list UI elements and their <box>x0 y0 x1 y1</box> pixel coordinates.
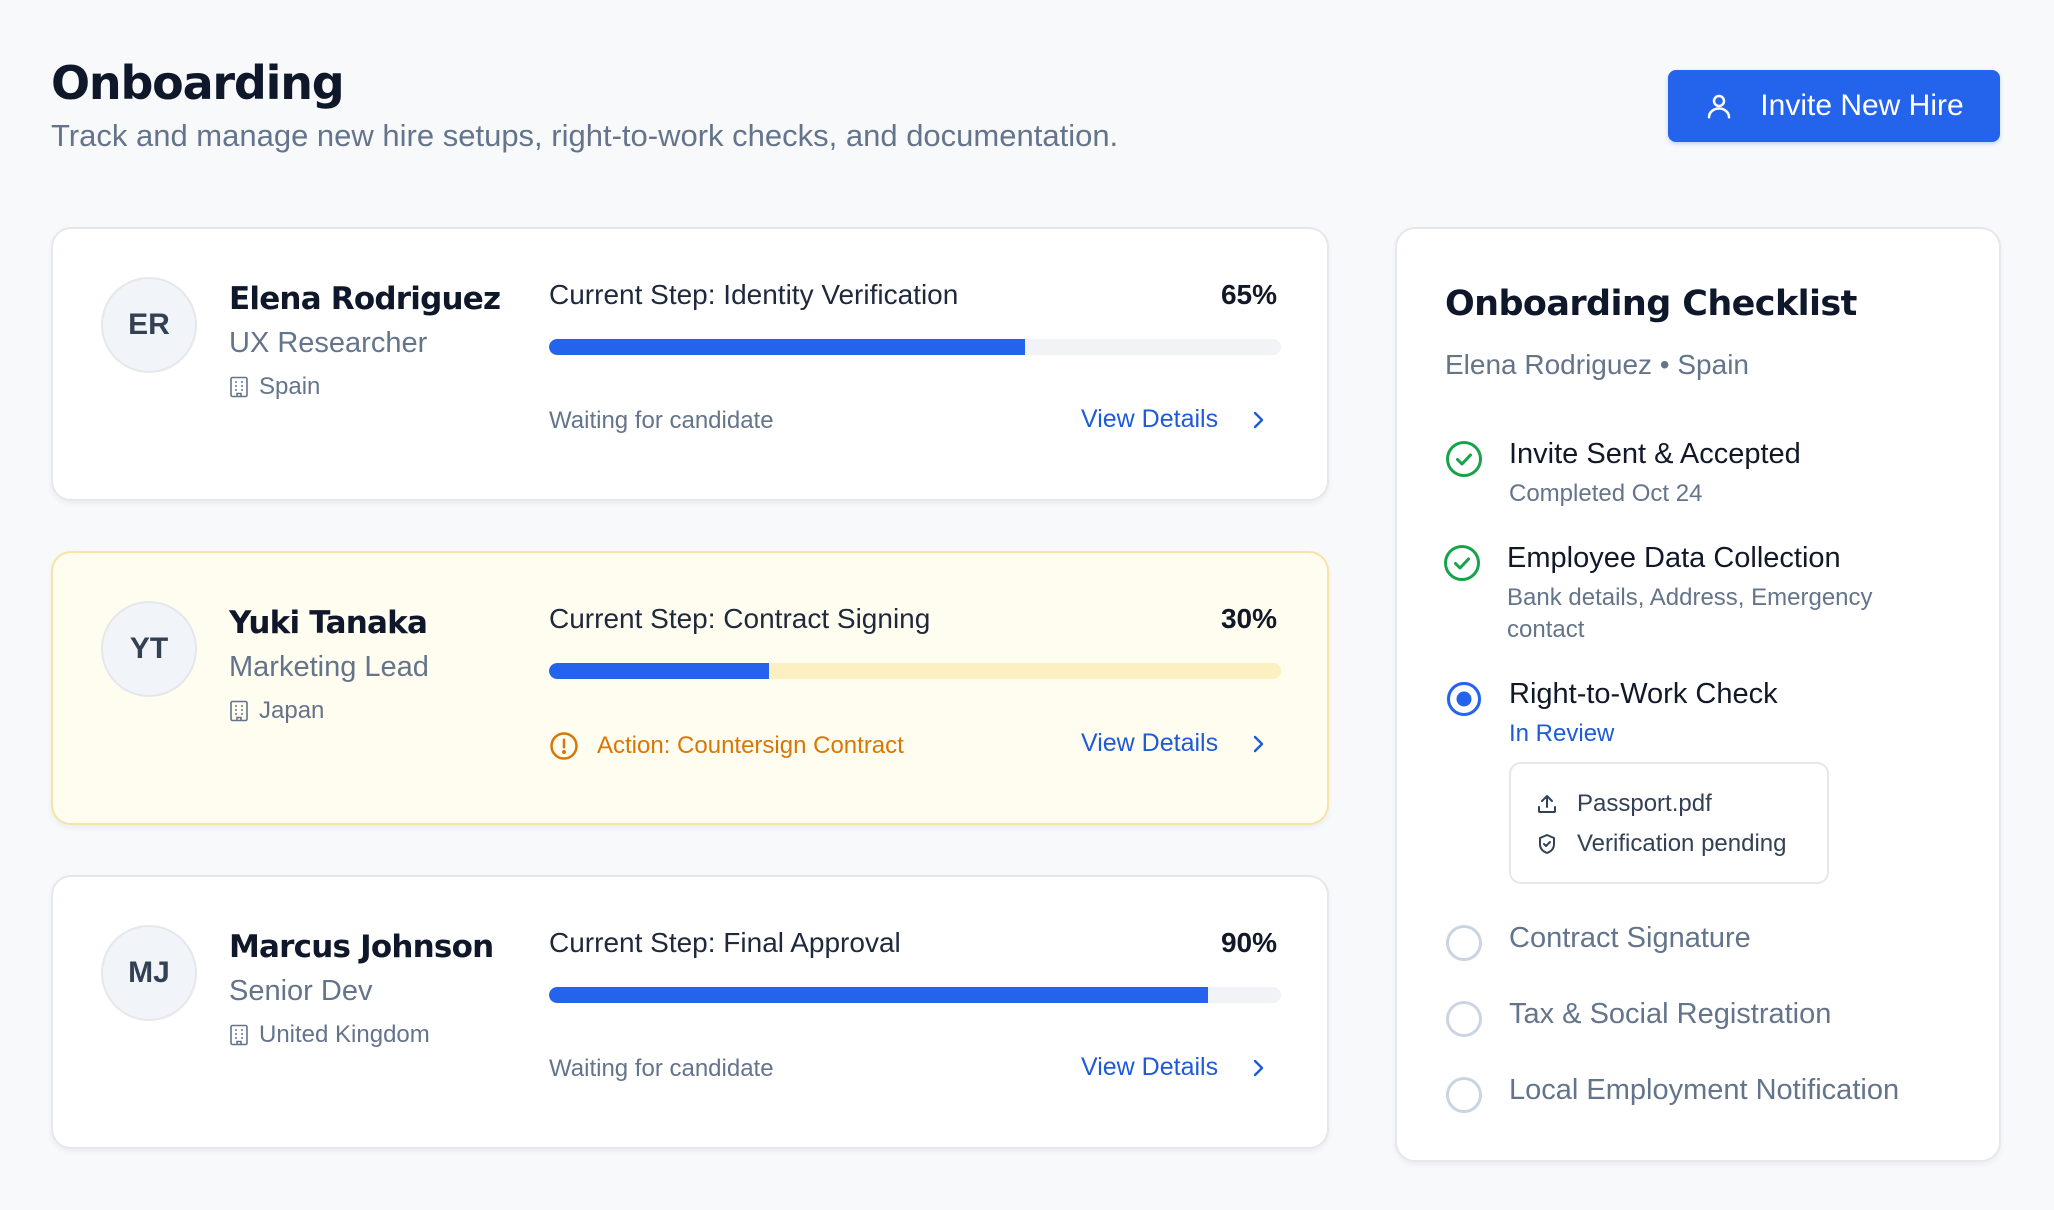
hire-location-text: Spain <box>259 373 321 400</box>
check-circle-icon <box>1446 441 1482 477</box>
avatar: ER <box>101 277 197 373</box>
hire-name: Yuki Tanaka <box>229 605 428 641</box>
alert-circle-icon <box>550 732 578 760</box>
hire-location: United Kingdom <box>229 1021 430 1049</box>
progress-bar <box>549 663 1281 679</box>
document-file-name: Passport.pdf <box>1577 790 1712 817</box>
hire-role: Marketing Lead <box>229 651 429 683</box>
building-icon <box>230 1024 248 1046</box>
document-status-text: Verification pending <box>1577 830 1787 857</box>
invite-new-hire-button[interactable]: Invite New Hire <box>1668 70 2000 142</box>
progress-percent: 30% <box>1220 603 1277 634</box>
hire-name: Marcus Johnson <box>229 929 494 965</box>
document-card[interactable]: Passport.pdf Verification pending <box>1509 762 1829 884</box>
hire-role: UX Researcher <box>229 327 428 359</box>
check-circle-icon <box>1444 545 1480 581</box>
building-icon <box>230 376 248 398</box>
hire-location-text: Japan <box>259 697 325 724</box>
progress-fill <box>549 987 1208 1003</box>
checklist-item-label: Contract Signature <box>1509 922 1751 954</box>
hire-name: Elena Rodriguez <box>229 281 501 317</box>
shield-check-icon <box>1539 834 1555 854</box>
avatar: YT <box>101 601 197 697</box>
action-alert: Action: Countersign Contract <box>549 731 904 761</box>
radio-empty-icon <box>1446 1077 1482 1113</box>
status-text: Waiting for candidate <box>549 1055 774 1083</box>
hire-card[interactable]: MJ Marcus Johnson Senior Dev United King… <box>51 875 1329 1149</box>
checklist-item-label: Invite Sent & Accepted <box>1509 438 1801 470</box>
checklist-title: Onboarding Checklist <box>1445 284 1857 324</box>
hire-role: Senior Dev <box>229 975 373 1007</box>
view-details-link[interactable]: View Details <box>1081 1053 1268 1082</box>
status-text-label: Waiting for candidate <box>549 407 774 434</box>
view-details-label: View Details <box>1081 729 1219 757</box>
progress-bar <box>549 339 1281 355</box>
checklist-item-label: Local Employment Notification <box>1509 1074 1900 1106</box>
checklist-item-sub: Bank details, Address, Emergency contact <box>1507 584 1873 643</box>
checklist-item-sub: Completed Oct 24 <box>1509 480 1703 507</box>
hire-location: Spain <box>229 373 320 401</box>
chevron-right-icon <box>1253 735 1264 752</box>
avatar: MJ <box>101 925 197 1021</box>
radio-active-icon <box>1446 681 1482 717</box>
view-details-link[interactable]: View Details <box>1081 405 1268 434</box>
status-text: Waiting for candidate <box>549 407 774 435</box>
page-subtitle: Track and manage new hire setups, right-… <box>51 118 1119 153</box>
user-icon <box>1708 94 1731 119</box>
chevron-right-icon <box>1253 1059 1264 1076</box>
progress-fill <box>549 339 1025 355</box>
checklist-subtitle: Elena Rodriguez • Spain <box>1445 349 1749 380</box>
progress-percent: 90% <box>1220 927 1277 958</box>
upload-icon <box>1538 795 1556 813</box>
document-status: Verification pending <box>1535 830 1786 858</box>
view-details-label: View Details <box>1081 1053 1219 1081</box>
checklist-item-label: Tax & Social Registration <box>1509 998 1832 1030</box>
status-text-label: Waiting for candidate <box>549 1055 774 1082</box>
invite-new-hire-label: Invite New Hire <box>1760 89 1964 122</box>
current-step: Current Step: Final Approval <box>549 927 901 958</box>
view-details-label: View Details <box>1081 405 1219 433</box>
building-icon <box>230 700 248 722</box>
hire-card[interactable]: ER Elena Rodriguez UX Researcher Spain C… <box>51 227 1329 501</box>
hire-card[interactable]: YT Yuki Tanaka Marketing Lead Japan Curr… <box>51 551 1329 825</box>
progress-percent: 65% <box>1220 279 1277 310</box>
radio-empty-icon <box>1446 1001 1482 1037</box>
checklist-item-label: Employee Data Collection <box>1507 542 1841 574</box>
progress-bar <box>549 987 1281 1003</box>
progress-fill <box>549 663 769 679</box>
action-alert-text: Action: Countersign Contract <box>597 732 904 759</box>
checklist-item-label: Right-to-Work Check <box>1509 678 1778 710</box>
chevron-right-icon <box>1253 411 1264 428</box>
current-step: Current Step: Identity Verification <box>549 279 959 310</box>
page-title: Onboarding <box>51 56 345 110</box>
onboarding-checklist-panel: Onboarding Checklist Elena Rodriguez • S… <box>1395 227 2001 1162</box>
radio-empty-icon <box>1446 925 1482 961</box>
hire-location: Japan <box>229 697 324 725</box>
document-file: Passport.pdf <box>1535 790 1712 818</box>
view-details-link[interactable]: View Details <box>1081 729 1268 758</box>
hire-location-text: United Kingdom <box>259 1021 430 1048</box>
current-step: Current Step: Contract Signing <box>549 603 931 634</box>
checklist-item-status: In Review <box>1509 720 1615 747</box>
